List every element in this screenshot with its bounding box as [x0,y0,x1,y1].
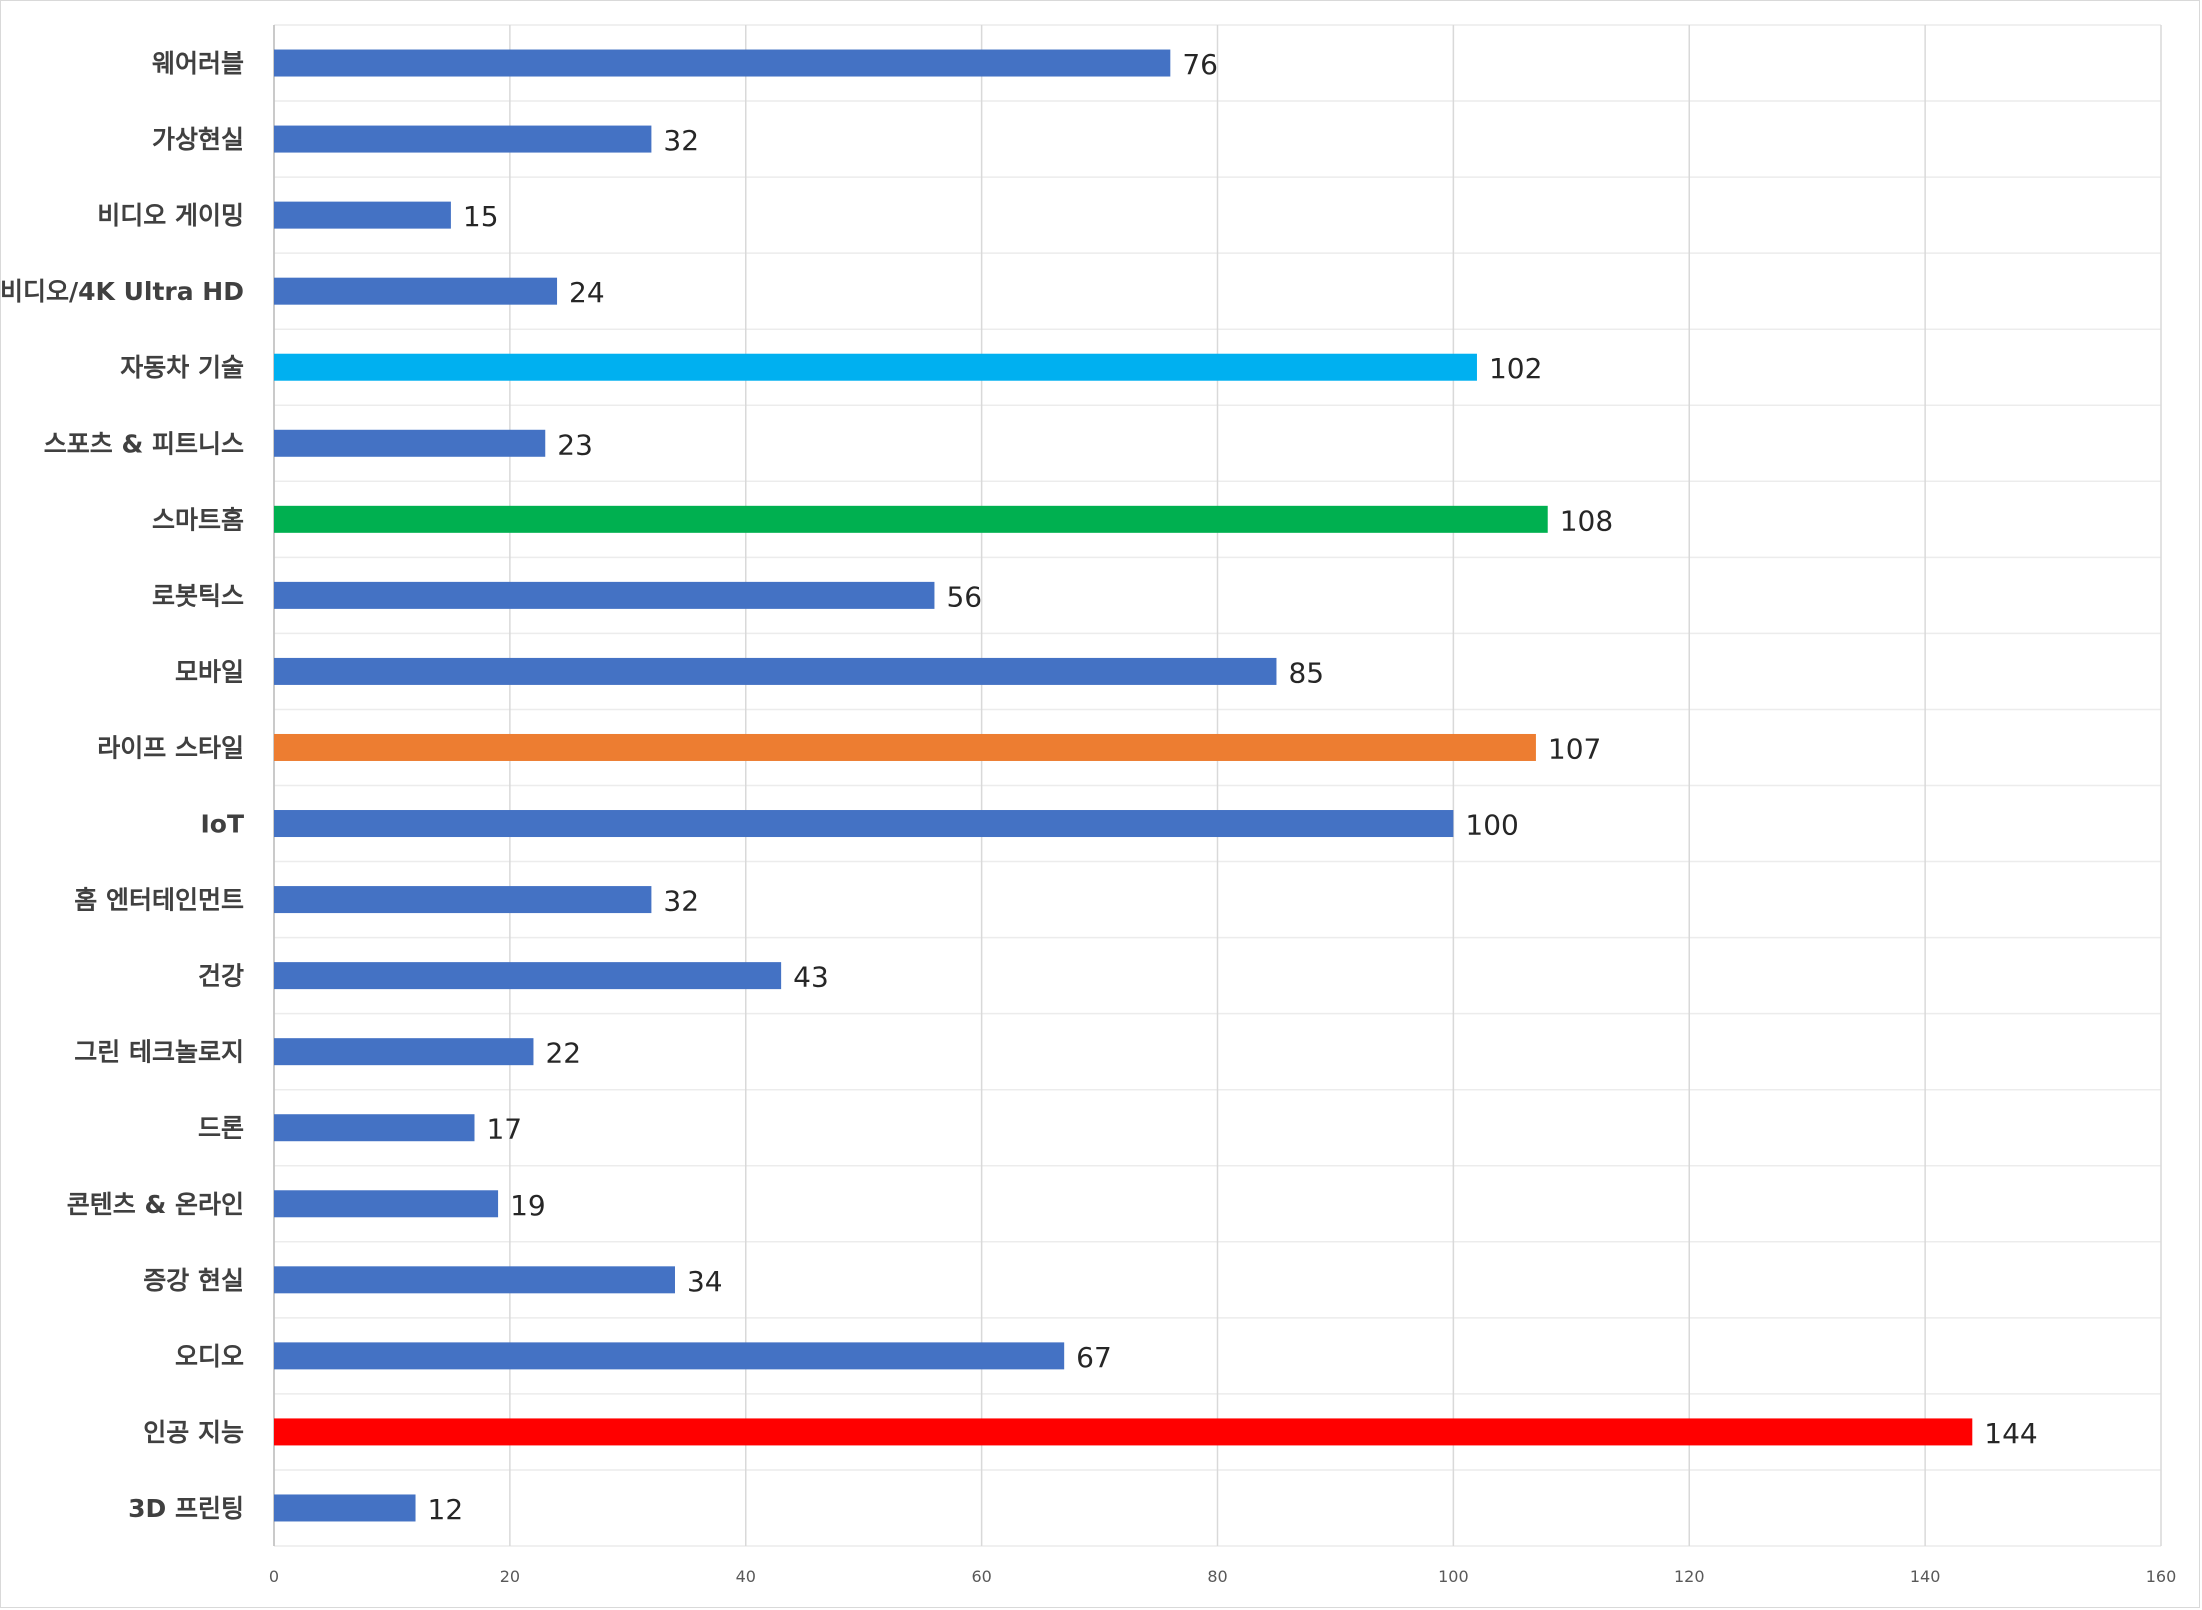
x-tick-label: 160 [2146,1567,2177,1586]
category-label: 라이프 스타일 [97,733,244,762]
x-tick-label: 80 [1207,1567,1227,1586]
data-label: 12 [428,1493,464,1526]
category-label: 스마트홈 [152,505,244,534]
bar [274,657,1277,685]
bars [274,49,1973,1522]
category-label: 모바일 [175,657,244,686]
data-label: 107 [1548,732,1601,765]
data-label: 56 [946,580,982,613]
bar [274,1342,1065,1370]
data-label: 23 [557,428,593,461]
category-label: IoT [200,810,244,839]
bar [274,733,1536,761]
data-label: 17 [486,1113,522,1146]
x-tick-label: 0 [269,1567,279,1586]
data-label: 67 [1076,1341,1112,1374]
bar [274,962,782,990]
bar [274,201,451,229]
bar [274,810,1454,838]
bar [274,125,652,153]
data-label: 22 [545,1037,581,1070]
bar [274,581,935,609]
data-label: 32 [663,124,699,157]
data-label: 108 [1560,504,1613,537]
data-label: 19 [510,1189,546,1222]
data-label: 34 [687,1265,723,1298]
category-label: 가상현실 [152,125,244,154]
category-label: 그린 테크놀로지 [74,1038,244,1067]
category-label: 로봇틱스 [152,581,244,610]
category-label: 웨어러블 [152,49,244,78]
labels: 0 20 40 60 80 100 120 140 160 웨어러블 76 가상현실 32 비디오 게이밍… [1,48,2176,1586]
bar [274,1190,499,1218]
data-label: 43 [793,961,829,994]
x-tick-label: 100 [1438,1567,1469,1586]
data-label: 85 [1288,656,1324,689]
x-tick-label: 20 [500,1567,520,1586]
category-label: 드론 [198,1114,244,1143]
data-label: 15 [463,200,499,233]
bar [274,353,1477,381]
category-label: 건강 [198,962,244,991]
data-label: 144 [1984,1417,2037,1450]
bar [274,1266,675,1294]
gridlines [273,24,2162,1547]
bar [274,1494,416,1522]
x-tick-label: 120 [1674,1567,1705,1586]
data-label: 24 [569,276,605,309]
bar [274,1038,534,1066]
data-label: 102 [1489,352,1542,385]
category-label: 인공 지능 [143,1418,244,1447]
category-label: 오디오 [175,1342,244,1371]
category-label: 비디오 게이밍 [97,201,244,230]
category-label: 스포츠 & 피트니스 [44,429,244,458]
data-label: 76 [1182,48,1218,81]
bar [274,49,1171,77]
category-label: 홈 엔터테인먼트 [74,886,244,915]
category-label: 3D 프린팅 [128,1494,244,1523]
category-label: 자동차 기술 [120,353,244,382]
category-label: 콘텐츠 & 온라인 [67,1190,244,1219]
x-tick-label: 140 [1910,1567,1941,1586]
bar [274,505,1548,533]
x-tick-label: 60 [971,1567,991,1586]
bar [274,1418,1973,1446]
bar [274,429,546,457]
bar [274,1114,475,1142]
data-label: 32 [663,885,699,918]
category-label: 비디오/4K Ultra HD [1,277,244,306]
x-tick-label: 40 [736,1567,756,1586]
category-label: 증강 현실 [143,1266,244,1295]
bar [274,886,652,914]
data-label: 100 [1465,809,1518,842]
bar [274,277,558,305]
